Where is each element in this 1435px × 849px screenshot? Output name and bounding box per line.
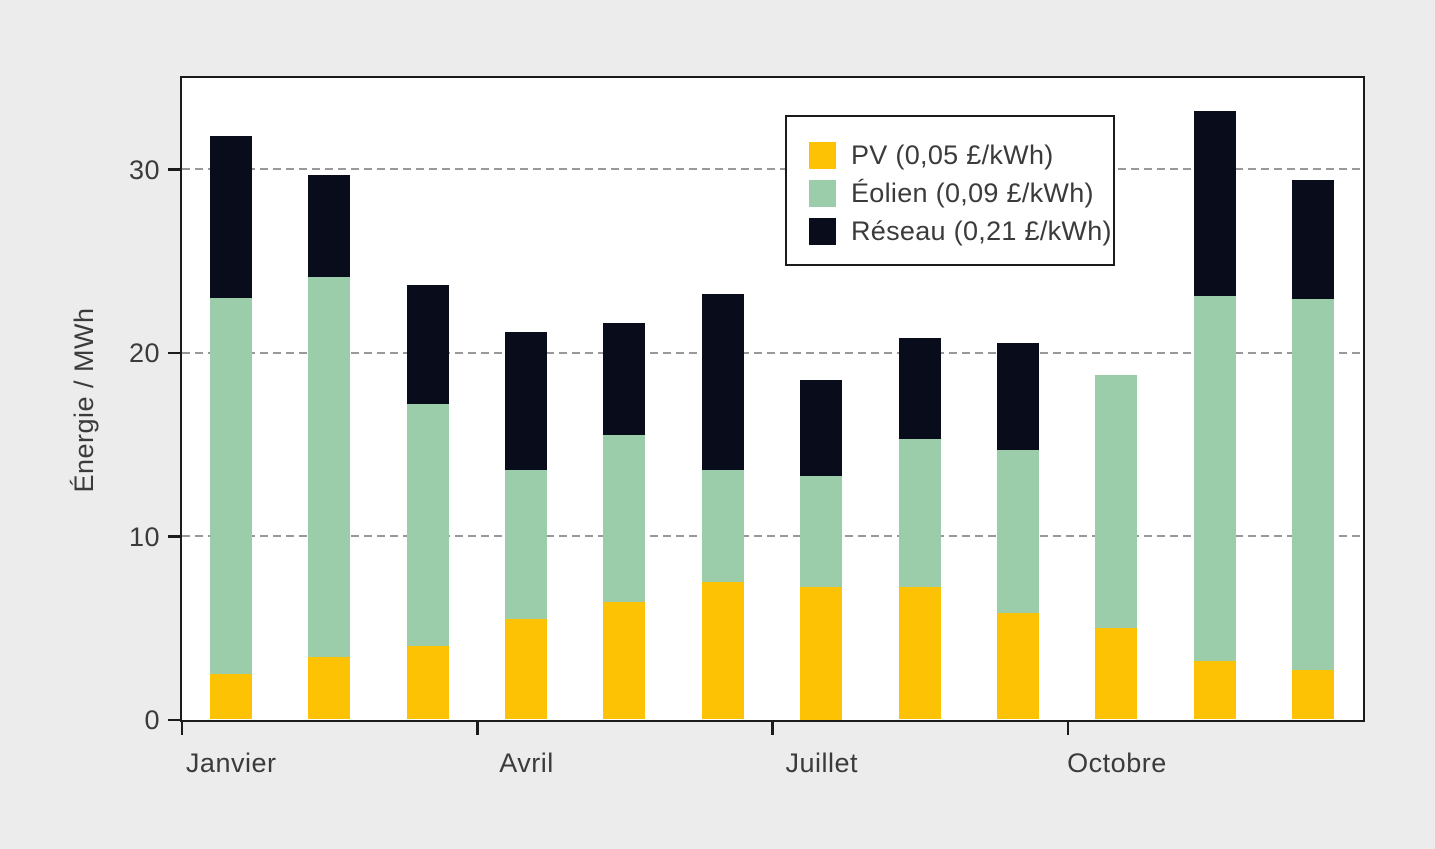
legend-swatch-eolien (809, 179, 836, 207)
legend-swatch-reseau (809, 217, 836, 245)
bar-avril-pv-segment (504, 618, 547, 720)
x-tick-label-janvier: Janvier (185, 748, 277, 778)
legend-item-eolien: Éolien (0,09 £/kWh) (809, 174, 1113, 212)
bar-octobre-eolien-segment (1095, 374, 1138, 628)
bar-decembre (1292, 180, 1335, 720)
bar-novembre-eolien-segment (1193, 295, 1236, 661)
x-tick-avril (476, 720, 479, 735)
bar-juin-reseau-segment (701, 293, 744, 471)
bar-fevrier (308, 174, 351, 720)
bar-juin (701, 293, 744, 720)
bar-mars (406, 284, 449, 720)
bar-aout-reseau-segment (898, 337, 941, 439)
legend-item-pv: PV (0,05 £/kWh) (809, 136, 1113, 174)
bar-decembre-reseau-segment (1292, 180, 1335, 300)
bar-avril-eolien-segment (504, 470, 547, 619)
y-tick-0 (168, 718, 182, 722)
bar-octobre (1095, 374, 1138, 720)
bar-septembre-eolien-segment (997, 449, 1040, 614)
plot-area (179, 75, 1365, 722)
bar-mars-reseau-segment (406, 284, 449, 404)
x-tick-label-juillet: Juillet (785, 748, 858, 778)
bar-juillet-pv-segment (800, 587, 843, 720)
bar-septembre-pv-segment (997, 613, 1040, 720)
x-tick-label-octobre: Octobre (1067, 748, 1167, 778)
legend-label-reseau: Réseau (0,21 £/kWh) (851, 216, 1112, 246)
bar-aout (898, 337, 941, 720)
legend-swatch-pv (809, 141, 836, 169)
x-tick-janvier (180, 720, 184, 735)
legend-item-reseau: Réseau (0,21 £/kWh) (809, 212, 1113, 250)
y-tick-label-20: 20 (128, 338, 160, 369)
bar-octobre-pv-segment (1095, 627, 1138, 720)
y-tick-label-0: 0 (144, 705, 160, 735)
bar-decembre-pv-segment (1292, 669, 1335, 720)
bar-juin-eolien-segment (701, 470, 744, 582)
bar-janvier-pv-segment (209, 673, 252, 720)
bar-mai-reseau-segment (603, 323, 646, 436)
bar-juillet-eolien-segment (800, 475, 843, 588)
y-axis-title: Énergie / MWh (69, 307, 99, 493)
y-tick-label-30: 30 (128, 154, 160, 185)
bar-novembre-reseau-segment (1193, 110, 1236, 296)
legend-box: PV (0,05 £/kWh) Éolien (0,09 £/kWh) Réseau… (785, 115, 1115, 266)
y-tick-label-10: 10 (128, 521, 160, 552)
bar-juillet-reseau-segment (800, 380, 843, 476)
y-tick-20 (168, 351, 182, 355)
bar-juin-pv-segment (701, 581, 744, 720)
bar-novembre (1193, 110, 1236, 720)
x-tick-octobre (1066, 720, 1069, 735)
bar-septembre-reseau-segment (997, 343, 1040, 450)
bar-janvier-eolien-segment (209, 297, 252, 674)
bar-janvier (209, 136, 252, 720)
legend-label-pv: PV (0,05 £/kWh) (851, 140, 1054, 170)
bar-mai-pv-segment (603, 602, 646, 720)
bar-juillet (800, 380, 843, 720)
x-tick-juillet (771, 720, 774, 735)
bar-novembre-pv-segment (1193, 660, 1236, 720)
gridline-10 (181, 535, 1363, 538)
bar-mars-eolien-segment (406, 404, 449, 647)
bar-fevrier-pv-segment (308, 657, 351, 720)
y-tick-10 (168, 535, 182, 538)
bar-mai (603, 323, 646, 720)
bar-janvier-reseau-segment (209, 136, 252, 298)
bar-mai-eolien-segment (603, 435, 646, 603)
y-tick-30 (168, 168, 182, 171)
bar-avril (504, 332, 547, 720)
x-tick-label-avril: Avril (499, 748, 554, 778)
bar-decembre-eolien-segment (1292, 299, 1335, 670)
gridline-20 (181, 351, 1363, 354)
bar-fevrier-reseau-segment (308, 174, 351, 278)
gridline-30 (181, 168, 1363, 171)
bar-avril-reseau-segment (504, 332, 547, 471)
bar-aout-eolien-segment (898, 438, 941, 588)
bar-mars-pv-segment (406, 646, 449, 720)
bar-fevrier-eolien-segment (308, 277, 351, 658)
bar-aout-pv-segment (898, 587, 941, 720)
legend-label-eolien: Éolien (0,09 £/kWh) (851, 178, 1094, 208)
bar-septembre (997, 343, 1040, 720)
